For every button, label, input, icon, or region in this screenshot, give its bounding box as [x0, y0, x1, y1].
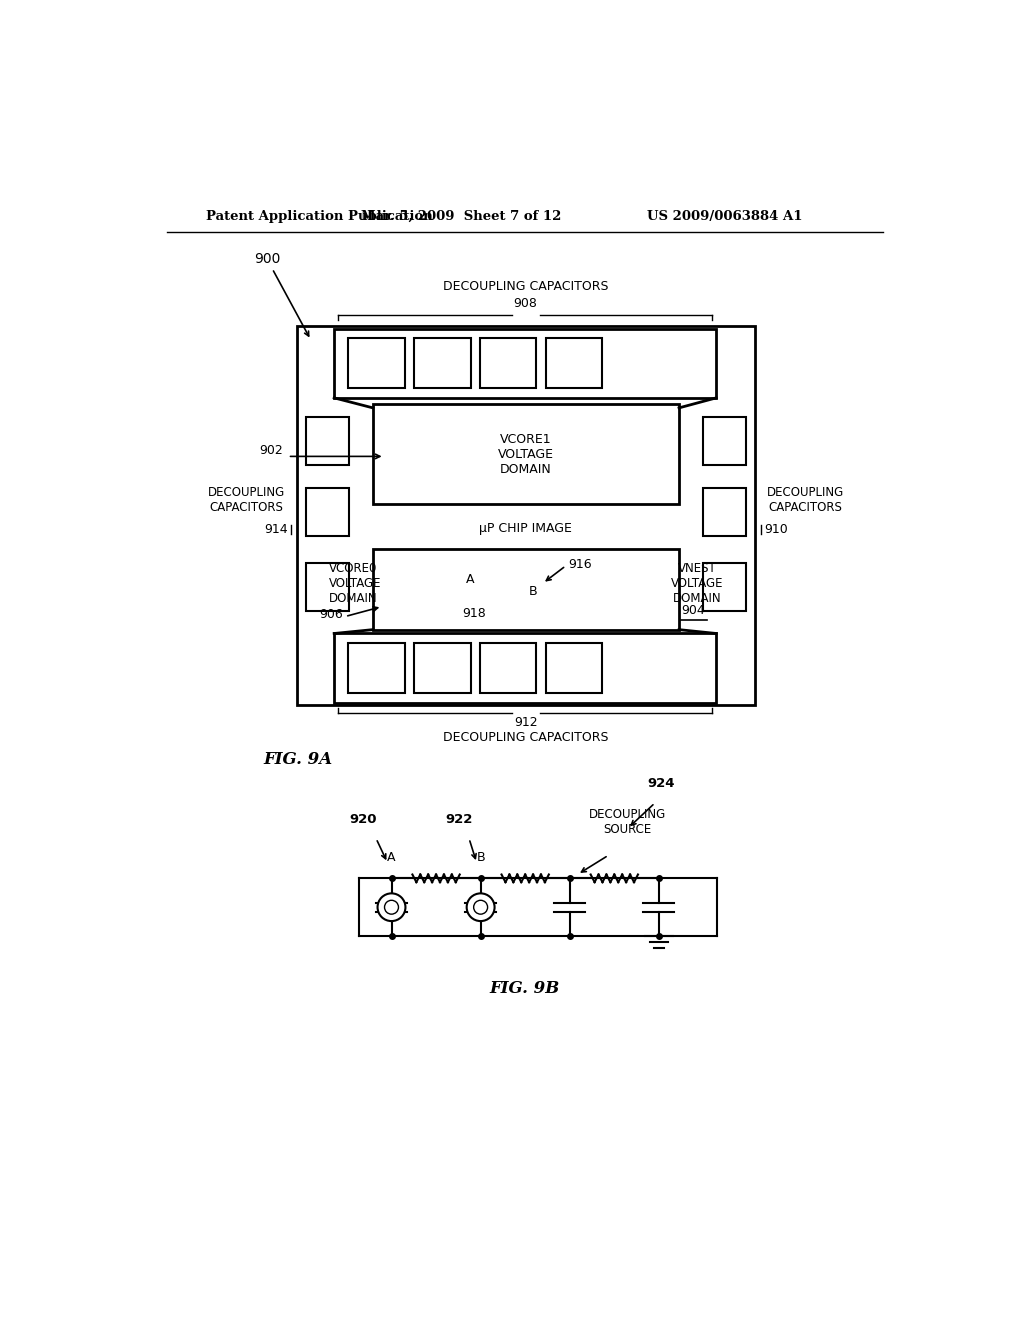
Bar — [334, 329, 716, 397]
Text: 922: 922 — [445, 813, 473, 826]
Text: DECOUPLING CAPACITORS: DECOUPLING CAPACITORS — [442, 280, 608, 293]
Text: 904: 904 — [681, 603, 705, 616]
Text: 900: 900 — [254, 252, 281, 265]
Bar — [306, 417, 349, 465]
Bar — [703, 564, 745, 611]
Text: 914: 914 — [264, 523, 288, 536]
Circle shape — [467, 894, 495, 921]
Text: DECOUPLING
CAPACITORS: DECOUPLING CAPACITORS — [208, 486, 286, 515]
Bar — [703, 417, 745, 465]
Bar — [373, 404, 679, 504]
Bar — [414, 338, 471, 388]
Text: VCORE0
VOLTAGE
DOMAIN: VCORE0 VOLTAGE DOMAIN — [329, 562, 381, 605]
Text: A: A — [466, 573, 475, 586]
Bar — [348, 338, 404, 388]
Text: DECOUPLING
SOURCE: DECOUPLING SOURCE — [589, 808, 667, 836]
Text: Patent Application Publication: Patent Application Publication — [206, 210, 432, 223]
Text: 924: 924 — [647, 776, 675, 789]
Text: US 2009/0063884 A1: US 2009/0063884 A1 — [647, 210, 802, 223]
Bar — [703, 488, 745, 536]
Text: A: A — [387, 851, 395, 865]
Text: 910: 910 — [764, 523, 788, 536]
Bar — [546, 338, 602, 388]
Bar — [480, 338, 537, 388]
Bar — [334, 634, 716, 702]
Text: 908: 908 — [514, 297, 538, 310]
Text: VNEST
VOLTAGE
DOMAIN: VNEST VOLTAGE DOMAIN — [671, 562, 723, 605]
Bar — [306, 564, 349, 611]
Text: VCORE1
VOLTAGE
DOMAIN: VCORE1 VOLTAGE DOMAIN — [498, 433, 554, 475]
Text: 912: 912 — [514, 715, 538, 729]
Bar — [480, 643, 537, 693]
Text: FIG. 9A: FIG. 9A — [263, 751, 333, 767]
Text: FIG. 9B: FIG. 9B — [489, 979, 560, 997]
Text: Mar. 5, 2009  Sheet 7 of 12: Mar. 5, 2009 Sheet 7 of 12 — [361, 210, 561, 223]
Text: B: B — [529, 585, 538, 598]
Text: DECOUPLING
CAPACITORS: DECOUPLING CAPACITORS — [767, 486, 844, 515]
Text: 906: 906 — [319, 607, 343, 620]
Text: 916: 916 — [568, 557, 592, 570]
Bar — [348, 643, 404, 693]
Circle shape — [378, 894, 406, 921]
Bar — [373, 549, 679, 630]
Bar — [297, 326, 755, 705]
Text: 902: 902 — [259, 444, 283, 457]
Text: B: B — [476, 851, 485, 865]
Text: μP CHIP IMAGE: μP CHIP IMAGE — [479, 521, 572, 535]
Bar — [546, 643, 602, 693]
Bar — [414, 643, 471, 693]
Bar — [306, 488, 349, 536]
Text: 920: 920 — [349, 813, 377, 826]
Text: 918: 918 — [463, 607, 486, 619]
Text: DECOUPLING CAPACITORS: DECOUPLING CAPACITORS — [442, 731, 608, 744]
